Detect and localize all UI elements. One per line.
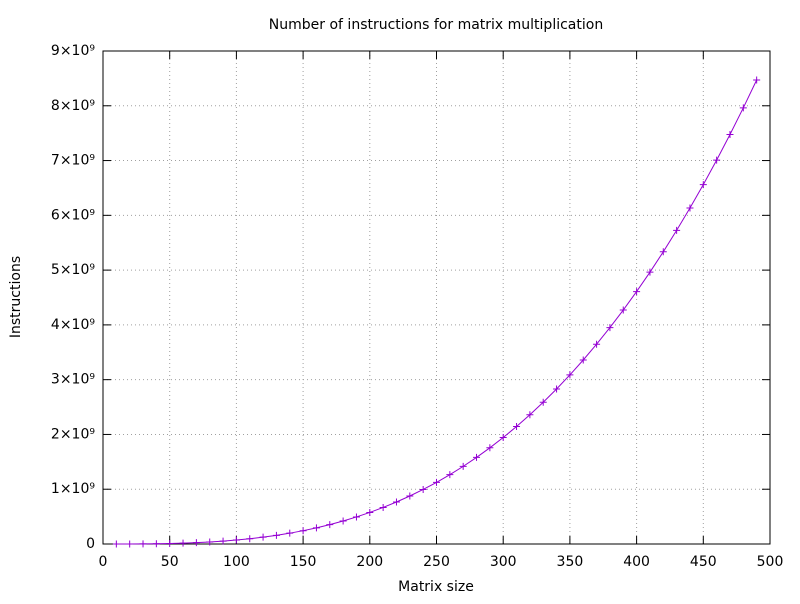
data-point	[352, 513, 360, 521]
data-point	[606, 324, 614, 332]
data-point	[673, 226, 681, 234]
data-point	[633, 288, 641, 296]
data-point	[126, 540, 134, 548]
data-point	[379, 503, 387, 511]
x-tick-label: 150	[290, 554, 317, 570]
x-tick-label: 500	[757, 554, 784, 570]
data-point	[406, 492, 414, 500]
data-point	[646, 268, 654, 276]
data-point	[739, 104, 747, 112]
data-point	[259, 533, 267, 541]
data-point	[593, 340, 601, 348]
y-tick-label: 1×10⁹	[51, 481, 95, 497]
data-point	[513, 423, 521, 431]
x-tick-label: 250	[423, 554, 450, 570]
data-point	[713, 156, 721, 164]
data-point	[419, 485, 427, 493]
data-point	[566, 371, 574, 379]
data-point	[459, 462, 467, 470]
data-point	[579, 356, 587, 364]
data-point	[206, 538, 214, 546]
data-point	[433, 478, 440, 486]
data-point	[659, 248, 667, 256]
y-tick-label: 6×10⁹	[51, 207, 95, 223]
data-point	[473, 453, 481, 461]
x-tick-label: 400	[623, 554, 650, 570]
y-tick-label: 2×10⁹	[51, 426, 95, 442]
data-point	[272, 531, 280, 539]
x-tick-label: 0	[99, 554, 108, 570]
data-point	[112, 540, 120, 548]
data-point	[619, 306, 627, 314]
data-point	[312, 524, 320, 532]
data-point	[486, 444, 494, 452]
data-point	[139, 540, 147, 548]
data-point	[299, 527, 307, 535]
y-axis-label: Instructions	[8, 256, 24, 338]
data-point	[366, 508, 374, 516]
y-tick-label: 8×10⁹	[51, 98, 95, 114]
data-point	[699, 181, 707, 189]
x-tick-label: 200	[356, 554, 383, 570]
y-tick-label: 5×10⁹	[51, 262, 95, 278]
data-point	[526, 411, 534, 419]
plot-border	[102, 50, 771, 545]
data-point	[286, 529, 294, 537]
data-point	[499, 434, 507, 442]
x-tick-label: 100	[223, 554, 250, 570]
data-point	[553, 385, 561, 393]
data-point	[179, 539, 187, 547]
data-point	[326, 521, 334, 529]
x-tick-label: 450	[690, 554, 717, 570]
data-point	[539, 398, 547, 406]
data-point	[246, 535, 254, 543]
y-tick-label: 7×10⁹	[51, 153, 95, 169]
data-point	[166, 540, 174, 548]
data-point	[446, 471, 454, 479]
y-tick-label: 0	[86, 536, 95, 552]
x-tick-label: 350	[557, 554, 584, 570]
data-point	[219, 537, 227, 545]
y-tick-label: 4×10⁹	[51, 317, 95, 333]
data-point	[686, 204, 694, 212]
data-point	[152, 540, 160, 548]
y-tick-label: 3×10⁹	[51, 372, 95, 388]
data-point	[232, 536, 240, 544]
chart-title: Number of instructions for matrix multip…	[269, 17, 603, 33]
data-point	[192, 539, 200, 547]
data-point	[339, 517, 347, 525]
data-point	[753, 76, 761, 84]
x-tick-label: 300	[490, 554, 517, 570]
y-tick-label: 9×10⁹	[51, 43, 95, 59]
data-point	[392, 498, 400, 506]
data-point	[726, 131, 734, 139]
x-tick-label: 50	[161, 554, 179, 570]
x-axis-label: Matrix size	[398, 579, 474, 595]
